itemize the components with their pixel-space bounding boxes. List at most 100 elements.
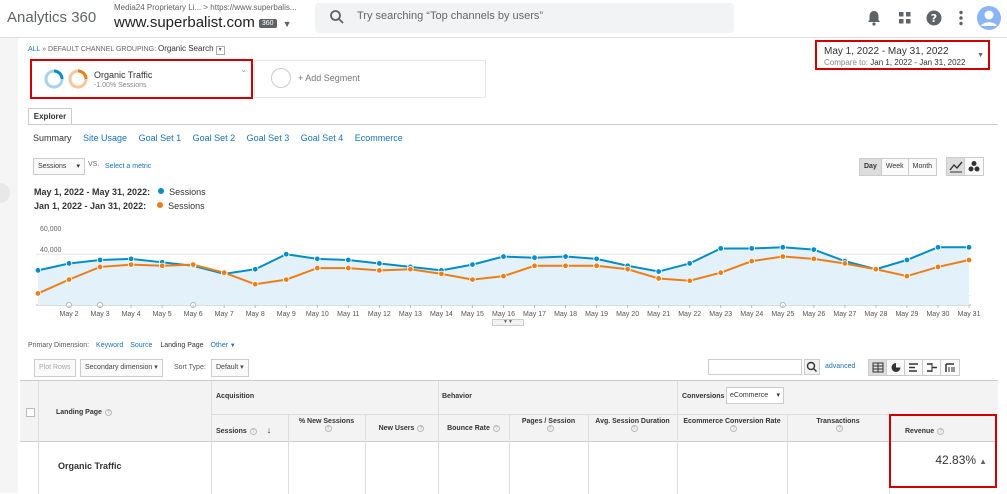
table-row-label: Organic Traffic	[58, 461, 122, 471]
view-percentage-button[interactable]	[887, 360, 905, 375]
divider	[288, 414, 289, 494]
col-new-users[interactable]: New Users?	[365, 425, 438, 432]
metric-select-value: Sessions	[38, 163, 67, 170]
help-icon: ?	[836, 425, 843, 432]
col-sessions[interactable]: Sessions? ↓	[216, 425, 286, 435]
dimension-other[interactable]: Other	[210, 342, 229, 349]
group-behavior: Behavior	[442, 393, 472, 400]
search-box[interactable]	[315, 3, 734, 33]
segment-organic-traffic[interactable]: Organic Traffic -1.00% Sessions ⌄	[30, 59, 253, 99]
subtab-summary[interactable]: Summary	[33, 133, 72, 143]
x-tick-label: May 23	[709, 311, 732, 318]
apps-icon[interactable]	[895, 8, 915, 28]
chevron-down-icon[interactable]: ⌄	[240, 65, 247, 74]
view-data-button[interactable]	[869, 360, 887, 375]
conversions-select[interactable]: eCommerce ▾	[726, 387, 784, 404]
col-ecommerce-conversion-rate[interactable]: Ecommerce Conversion Rate?	[677, 418, 787, 432]
plot-rows-button[interactable]: Plot Rows	[34, 359, 76, 377]
col-bounce-rate[interactable]: Bounce Rate?	[438, 425, 509, 432]
subtab-goal-set-4[interactable]: Goal Set 4	[300, 133, 344, 143]
data-point-compare	[252, 281, 259, 288]
divider	[509, 414, 510, 494]
x-tick-label: May 9	[277, 311, 296, 318]
col-transactions[interactable]: Transactions?	[787, 418, 889, 432]
line-chart-button[interactable]	[947, 158, 965, 175]
property-selector[interactable]: www.superbalist.com 360 ▼	[114, 14, 292, 31]
select-metric-link[interactable]: Select a metric	[105, 163, 152, 170]
date-range-picker[interactable]: May 1, 2022 - May 31, 2022 Compare to: J…	[815, 40, 990, 70]
x-tick-label: May 26	[802, 311, 825, 318]
secondary-dimension-select[interactable]: Secondary dimension ▾	[80, 359, 163, 377]
bars-icon	[909, 363, 918, 372]
data-point-compare	[500, 272, 507, 280]
view-term-cloud-button[interactable]	[941, 360, 959, 375]
breadcrumb-all[interactable]: ALL	[28, 46, 41, 53]
dimension-source[interactable]: Source	[130, 342, 153, 349]
data-point-current	[593, 255, 600, 263]
select-all-checkbox[interactable]	[26, 408, 35, 417]
period-month-button[interactable]: Month	[908, 159, 937, 175]
date-range-compare: Compare to: Jan 1, 2022 - Jan 31, 2022	[824, 58, 965, 67]
data-point-compare	[593, 262, 600, 269]
data-point-compare	[407, 266, 414, 273]
col-pages-session-label: Pages / Session	[521, 418, 576, 425]
segment-blue-ring-icon	[44, 69, 64, 89]
help-icon[interactable]: ?	[924, 8, 944, 28]
data-point-compare	[376, 267, 383, 274]
help-icon: ?	[630, 425, 638, 432]
col-new-sessions[interactable]: % New Sessions?	[288, 418, 365, 432]
search-input[interactable]	[357, 10, 717, 22]
legend-metric: Sessions	[169, 187, 206, 197]
add-segment-slot[interactable]	[254, 60, 486, 98]
tab-explorer[interactable]: Explorer	[28, 108, 72, 125]
add-segment-button[interactable]: + Add Segment	[298, 73, 360, 83]
dimension-keyword[interactable]: Keyword	[96, 342, 124, 349]
subtab-site-usage[interactable]: Site Usage	[83, 133, 128, 143]
period-week-button[interactable]: Week	[881, 159, 909, 175]
more-vert-icon[interactable]	[951, 8, 971, 28]
breadcrumb-path: DEFAULT CHANNEL GROUPING:	[48, 46, 157, 53]
table-search-button[interactable]	[804, 359, 820, 375]
subtab-goal-set-1[interactable]: Goal Set 1	[138, 133, 182, 143]
table-search-input[interactable]	[708, 359, 802, 375]
caret-down-icon: ▼	[977, 52, 984, 59]
rail-toggle[interactable]	[0, 183, 10, 203]
period-day-button[interactable]: Day	[860, 159, 882, 175]
account-icon[interactable]	[976, 5, 1002, 31]
chart-resize-handle[interactable]: ▼▼	[492, 319, 524, 326]
dimension-landing-page[interactable]: Landing Page	[160, 342, 204, 349]
col-pages-session[interactable]: Pages / Session?	[509, 418, 588, 432]
motion-chart-button[interactable]	[965, 158, 983, 175]
col-avg-session-duration[interactable]: Avg. Session Duration?	[588, 418, 677, 432]
subtab-goal-set-3[interactable]: Goal Set 3	[246, 133, 290, 143]
table-view-buttons	[868, 359, 960, 376]
help-icon: ?	[730, 425, 737, 432]
x-tick-label: May 17	[523, 311, 546, 318]
date-range-main: May 1, 2022 - May 31, 2022	[824, 46, 949, 57]
col-landing-page[interactable]: Landing Page?	[56, 409, 112, 416]
sort-type-select[interactable]: Default ▾	[211, 359, 249, 377]
data-point-current	[903, 256, 911, 264]
subtab-ecommerce[interactable]: Ecommerce	[354, 133, 403, 143]
view-comparison-button[interactable]	[923, 360, 941, 375]
divider	[211, 381, 212, 494]
data-point-compare	[810, 255, 818, 263]
view-performance-button[interactable]	[905, 360, 923, 375]
data-point-current	[283, 251, 290, 258]
col-avg-session-duration-label: Avg. Session Duration	[595, 418, 670, 425]
breadcrumb-value: Organic Search	[157, 44, 214, 53]
col-new-users-label: New Users	[378, 425, 415, 432]
revenue-column-highlight[interactable]: Revenue? 42.83% ▲	[889, 414, 997, 488]
subtab-goal-set-2[interactable]: Goal Set 2	[192, 133, 236, 143]
secondary-dimension-label: Secondary dimension	[85, 364, 153, 371]
advanced-filter-link[interactable]: advanced	[825, 363, 856, 370]
x-tick-label: May 14	[430, 311, 453, 318]
segment-name: Organic Traffic	[94, 70, 153, 80]
metric-select[interactable]: Sessions ▾	[33, 158, 85, 175]
revenue-value: 42.83% ▲	[935, 453, 987, 467]
add-segment-circle-icon	[271, 68, 291, 88]
product-name[interactable]: Analytics 360	[7, 9, 97, 26]
caret-down-icon[interactable]: ▾	[215, 46, 225, 55]
account-breadcrumb[interactable]: Media24 Proprietary Li... > https://www.…	[114, 3, 297, 12]
notifications-icon[interactable]	[864, 8, 884, 28]
